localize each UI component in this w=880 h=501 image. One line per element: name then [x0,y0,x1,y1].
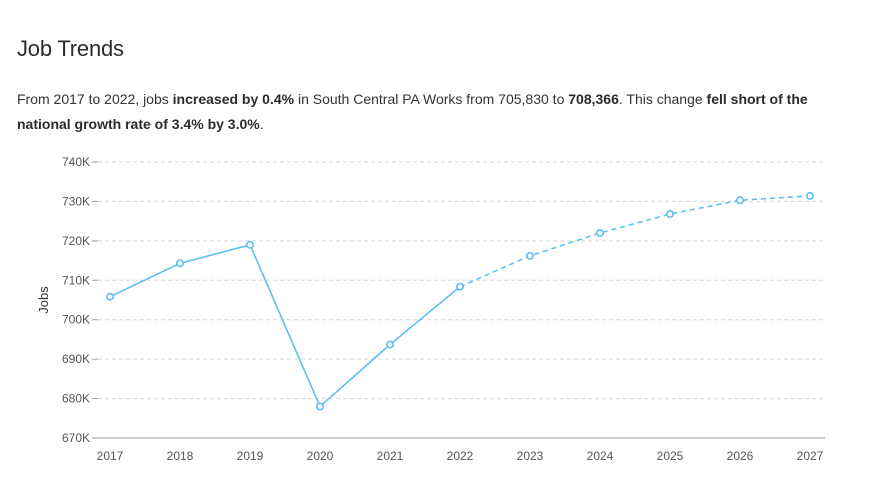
data-point [176,259,185,268]
summary-text: in South Central PA Works from 705,830 t… [294,91,569,107]
summary-text: From 2017 to 2022, jobs [17,91,173,107]
y-tick-label: 700K [62,313,90,327]
y-tick-label: 720K [62,234,90,248]
summary-highlight: increased by 0.4% [172,91,295,107]
data-point [805,191,814,200]
historical-series-line [109,243,461,408]
trend-summary: From 2017 to 2022, jobs increased by 0.4… [17,87,857,137]
y-tick-label: 710K [62,273,90,287]
data-point [385,340,394,349]
x-tick-label: 2019 [237,449,264,463]
projected-series-line [459,195,811,288]
data-point [525,251,534,260]
y-tick-label: 690K [62,352,90,366]
data-point [106,292,115,301]
job-trends-chart: 670K 680K 690K 700K 710K 720K 730K 740K 2017 2018… [36,155,825,463]
x-tick-label: 2022 [447,449,474,463]
x-tick-label: 2025 [657,449,684,463]
summary-text: . [259,116,264,132]
x-tick-label: 2026 [727,449,754,463]
data-point [735,196,744,205]
x-tick-label: 2020 [307,449,334,463]
data-point [315,402,324,411]
x-tick-label: 2027 [797,449,824,463]
summary-text: . This change [618,91,707,107]
data-point [246,240,255,249]
data-point [665,210,674,219]
y-tick-label: 670K [62,431,90,445]
x-tick-label: 2021 [377,449,404,463]
y-tick-label: 740K [62,155,90,169]
data-point [455,282,464,291]
y-tick-label: 680K [62,392,90,406]
summary-highlight: fell short of the national growth rate o… [17,91,808,132]
x-tick-label: 2017 [97,449,124,463]
y-axis-title: Jobs [36,286,51,314]
page-title: Job Trends [17,36,124,61]
data-point [595,228,604,237]
summary-highlight: 708,366 [568,91,619,107]
x-tick-label: 2023 [517,449,544,463]
x-tick-label: 2024 [587,449,614,463]
x-tick-label: 2018 [167,449,194,463]
y-tick-label: 730K [62,194,90,208]
